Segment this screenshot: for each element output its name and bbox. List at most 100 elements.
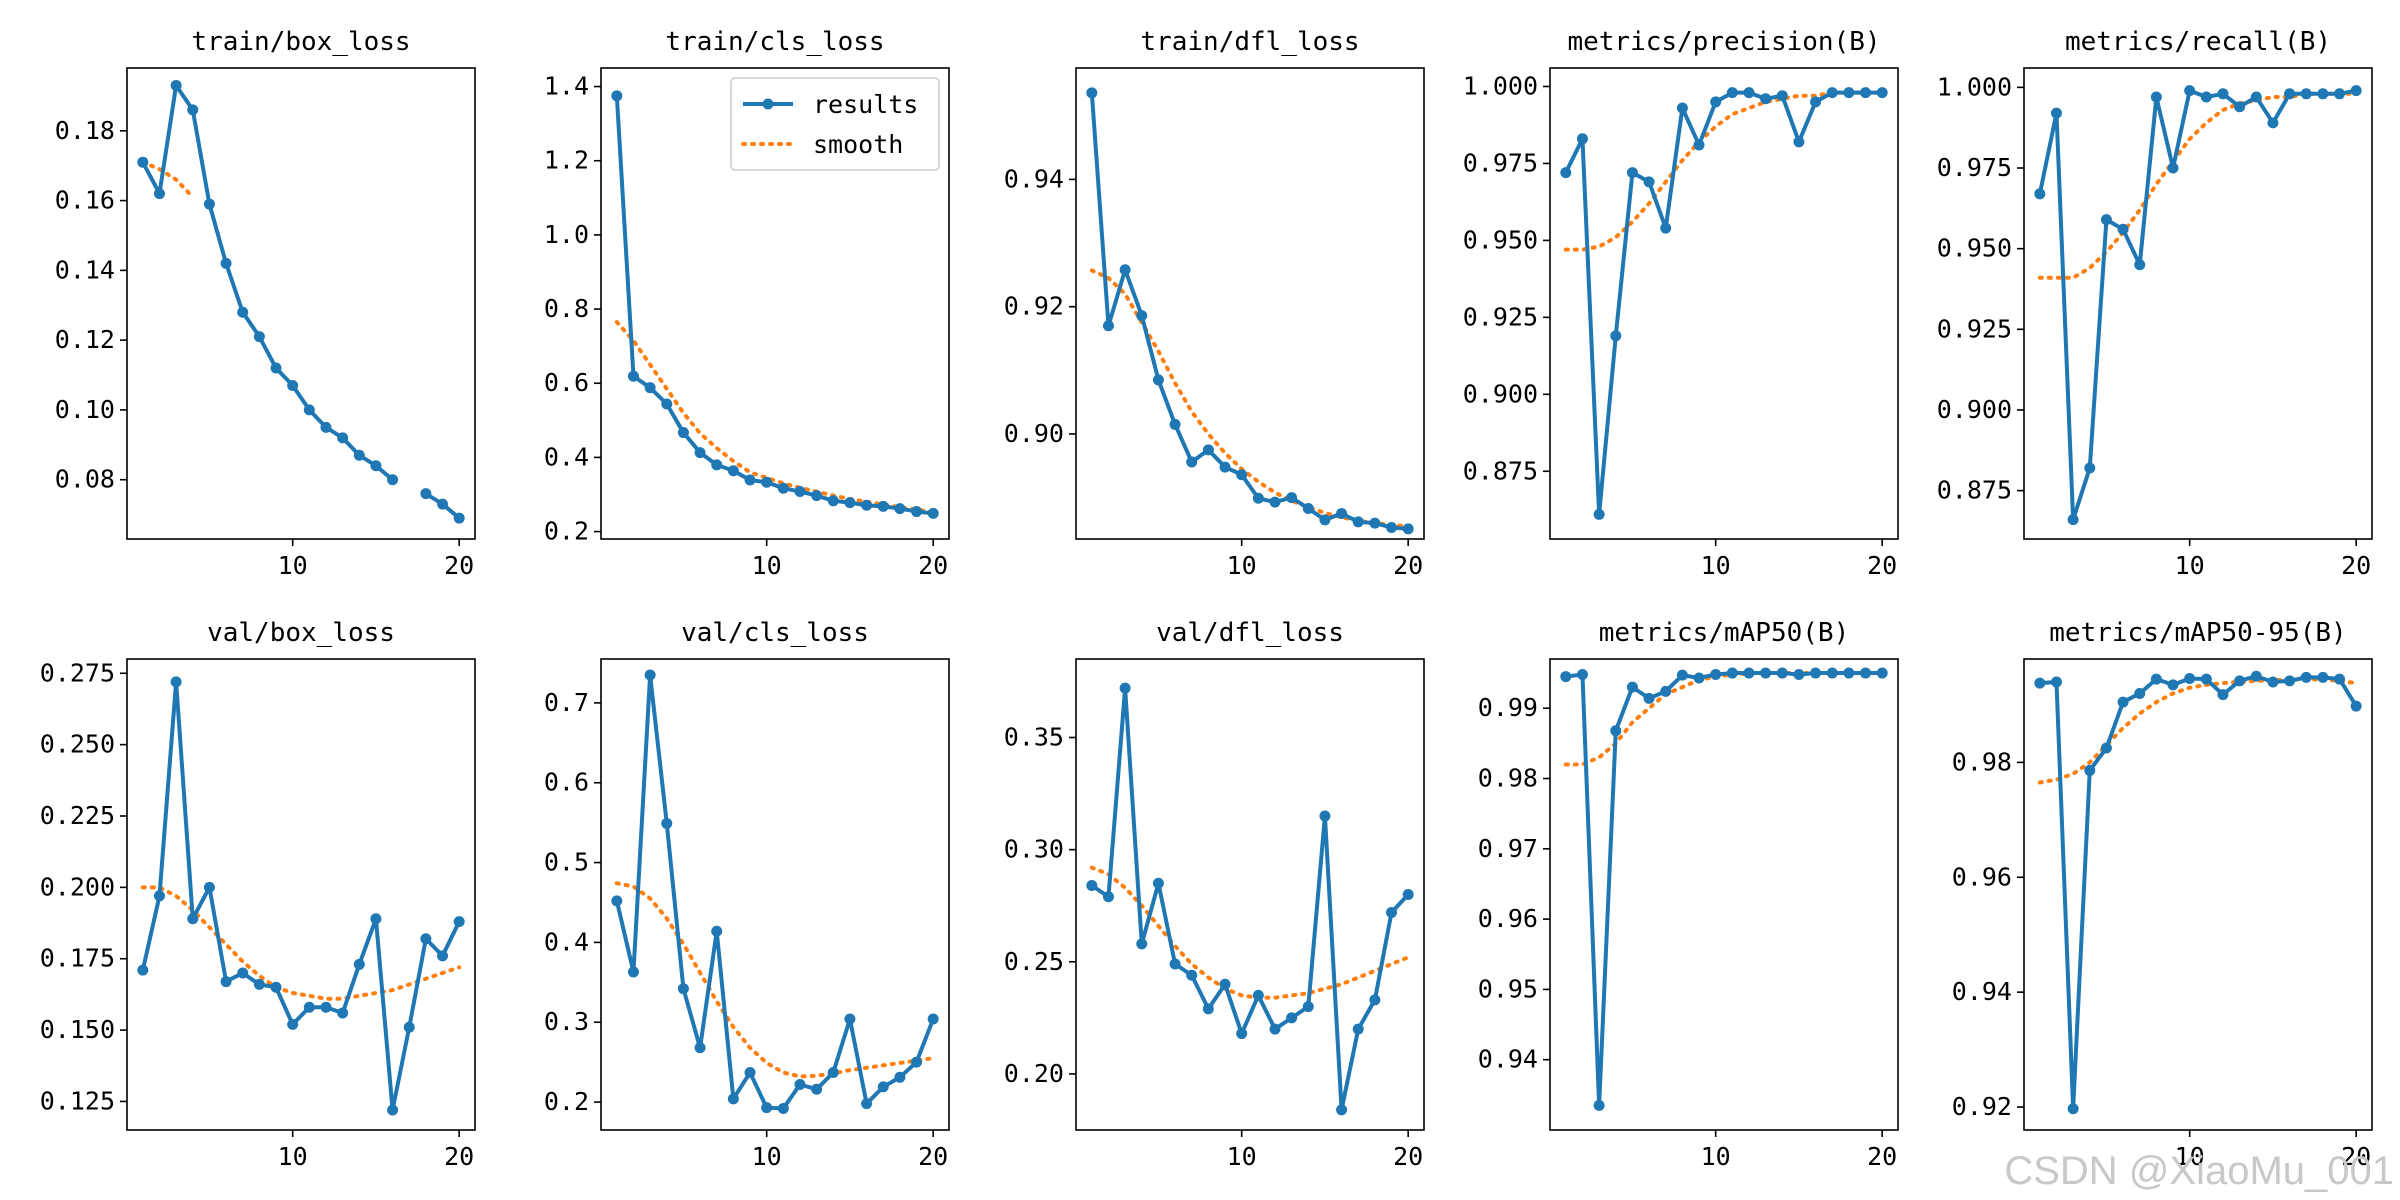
y-tick-label: 1.2 <box>544 146 589 175</box>
subplot-title: metrics/mAP50-95(B) <box>2049 618 2346 648</box>
results-point <box>1693 672 1705 684</box>
y-tick-label: 0.98 <box>1952 747 2012 776</box>
results-point <box>861 499 873 511</box>
y-tick-label: 0.900 <box>1937 395 2012 424</box>
y-tick-label: 0.925 <box>1463 302 1538 331</box>
results-point <box>1086 880 1098 892</box>
results-line <box>1090 686 1410 1112</box>
x-tick-label: 10 <box>278 551 308 580</box>
results-point <box>1760 93 1772 105</box>
y-tick-label: 0.950 <box>1937 234 2012 263</box>
y-tick-label: 0.96 <box>1952 862 2012 891</box>
results-point <box>2217 689 2229 701</box>
axes-frame <box>600 658 950 1131</box>
results-point <box>1202 1003 1214 1015</box>
subplot-title: train/box_loss <box>191 27 410 57</box>
y-tick-label: 1.000 <box>1937 72 2012 101</box>
results-point <box>1102 320 1114 332</box>
subplot-metrics-precision-b: metrics/precision(B) 10 20 0.875 0.900 0.925 0… <box>1463 27 1899 580</box>
results-point <box>1876 87 1888 99</box>
results-point <box>1119 264 1131 276</box>
results-point <box>1302 1001 1314 1013</box>
results-point <box>2184 85 2196 97</box>
results-point <box>1136 938 1148 950</box>
results-point <box>2084 764 2096 776</box>
results-point <box>2300 671 2312 683</box>
results-point <box>1186 969 1198 981</box>
results-point <box>1660 222 1672 234</box>
y-tick-label: 0.275 <box>40 658 115 687</box>
results-point <box>1693 139 1705 151</box>
x-tick-label: 20 <box>444 551 474 580</box>
y-tick-label: 0.900 <box>1463 379 1538 408</box>
results-point <box>453 512 465 524</box>
results-point <box>1593 1099 1605 1111</box>
results-point <box>1743 87 1755 99</box>
y-tick-label: 0.16 <box>55 186 115 215</box>
axes-frame <box>1075 658 1425 1131</box>
results-point <box>2267 117 2279 129</box>
results-point <box>727 465 739 477</box>
results-line <box>2039 674 2358 1111</box>
results-point <box>644 669 656 681</box>
results-point <box>1710 668 1722 680</box>
legend: results smooth <box>730 77 940 171</box>
results-point <box>387 474 399 486</box>
results-point <box>220 976 232 988</box>
x-tick-label: 10 <box>1227 1142 1257 1171</box>
results-point <box>2150 673 2162 685</box>
results-point <box>1252 492 1264 504</box>
y-tick-label: 0.4 <box>544 927 589 956</box>
y-tick-label: 0.975 <box>1463 148 1538 177</box>
y-tick-label: 1.0 <box>544 220 589 249</box>
results-point <box>661 398 673 410</box>
results-point <box>387 1104 399 1116</box>
results-point <box>761 1102 773 1114</box>
results-point <box>2134 687 2146 699</box>
y-tick-label: 0.20 <box>1004 1059 1064 1088</box>
results-point <box>1660 685 1672 697</box>
results-point <box>153 890 165 902</box>
results-line <box>140 679 461 1113</box>
results-point <box>170 79 182 91</box>
y-tick-label: 0.200 <box>40 872 115 901</box>
results-point <box>303 1001 315 1013</box>
results-point <box>1676 669 1688 681</box>
y-tick-label: 0.250 <box>40 730 115 759</box>
results-point <box>1860 667 1872 679</box>
results-point <box>1626 681 1638 693</box>
y-tick-label: 0.18 <box>55 116 115 145</box>
x-tick-label: 10 <box>752 551 782 580</box>
results-point <box>1810 96 1822 108</box>
subplot-train-box-loss: train/box_loss 10 20 0.08 0.10 0.12 0.14 0.16 0.… <box>55 27 476 580</box>
results-point <box>1186 456 1198 468</box>
y-tick-label: 0.2 <box>544 517 589 546</box>
axes-frame <box>1549 658 1899 1131</box>
results-point <box>1810 667 1822 679</box>
results-point <box>1369 517 1381 529</box>
legend-results-marker <box>762 98 774 110</box>
results-point <box>203 198 215 210</box>
y-tick-label: 0.975 <box>1937 153 2012 182</box>
y-tick-label: 0.10 <box>55 395 115 424</box>
x-tick-label: 20 <box>2341 1142 2371 1171</box>
results-point <box>1643 692 1655 704</box>
results-point <box>1219 978 1231 990</box>
x-tick-label: 10 <box>2175 551 2205 580</box>
results-point <box>811 490 823 502</box>
y-tick-label: 0.12 <box>55 325 115 354</box>
y-tick-label: 0.90 <box>1004 419 1064 448</box>
y-tick-label: 0.97 <box>1478 834 1538 863</box>
results-point <box>1560 671 1572 683</box>
results-point <box>1386 522 1398 534</box>
results-point <box>1760 667 1772 679</box>
results-point <box>453 916 465 928</box>
results-point <box>1102 891 1114 903</box>
results-point <box>153 188 165 200</box>
results-point <box>2334 88 2346 100</box>
y-tick-label: 1.4 <box>544 72 589 101</box>
x-tick-label: 20 <box>1867 551 1897 580</box>
results-point <box>777 1102 789 1114</box>
results-point <box>2350 700 2362 712</box>
